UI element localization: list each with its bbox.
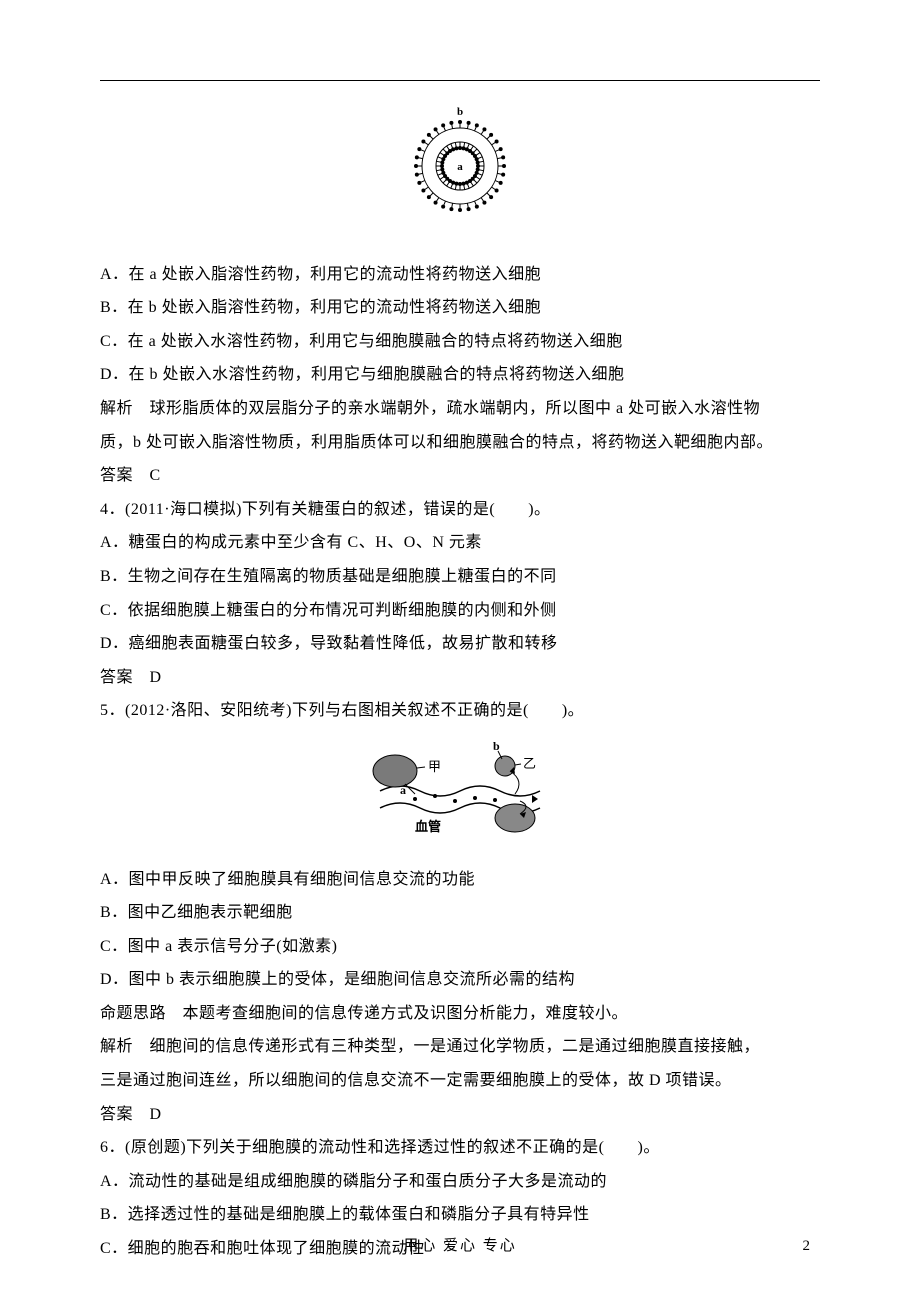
label-a: a: [457, 161, 463, 173]
q4-answer: 答案 D: [100, 661, 820, 695]
q5-explain-2: 三是通过胞间连丝，所以细胞间的信息交流不一定需要细胞膜上的受体，故 D 项错误。: [100, 1064, 820, 1098]
q6-option-b: B．选择透过性的基础是细胞膜上的载体蛋白和磷脂分子具有特异性: [100, 1198, 820, 1232]
liposome-svg: a b: [395, 101, 525, 231]
q4-option-a: A．糖蛋白的构成元素中至少含有 C、H、O、N 元素: [100, 526, 820, 560]
label-jia: 甲: [428, 759, 441, 774]
q5-explain-1: 解析 细胞间的信息传递形式有三种类型，一是通过化学物质，二是通过细胞膜直接接触，: [100, 1030, 820, 1064]
q5-option-a: A．图中甲反映了细胞膜具有细胞间信息交流的功能: [100, 863, 820, 897]
signal-svg: 甲 乙 a b 血管: [360, 736, 560, 836]
content-area: a b A．在 a 处嵌入脂溶性药物，利用它的流动性将药物送入细胞 B．在 b …: [100, 101, 820, 1266]
q3-option-b: B．在 b 处嵌入脂溶性药物，利用它的流动性将药物送入细胞: [100, 291, 820, 325]
q6-stem: 6．(原创题)下列关于细胞膜的流动性和选择透过性的叙述不正确的是( )。: [100, 1131, 820, 1165]
figure-liposome: a b: [100, 101, 820, 244]
top-rule: [100, 80, 820, 81]
q6-option-a: A．流动性的基础是组成细胞膜的磷脂分子和蛋白质分子大多是流动的: [100, 1165, 820, 1199]
footer-text: 用心 爱心 专心: [0, 1231, 920, 1263]
q4-option-b: B．生物之间存在生殖隔离的物质基础是细胞膜上糖蛋白的不同: [100, 560, 820, 594]
q3-option-d: D．在 b 处嵌入水溶性药物，利用它与细胞膜融合的特点将药物送入细胞: [100, 358, 820, 392]
q3-explain-1: 解析 球形脂质体的双层脂分子的亲水端朝外，疏水端朝内，所以图中 a 处可嵌入水溶…: [100, 392, 820, 426]
q5-thought: 命题思路 本题考查细胞间的信息传递方式及识图分析能力，难度较小。: [100, 997, 820, 1031]
q4-stem: 4．(2011·海口模拟)下列有关糖蛋白的叙述，错误的是( )。: [100, 493, 820, 527]
q5-answer: 答案 D: [100, 1098, 820, 1132]
q3-explain-2: 质，b 处可嵌入脂溶性物质，利用脂质体可以和细胞膜融合的特点，将药物送入靶细胞内…: [100, 426, 820, 460]
q3-answer: 答案 C: [100, 459, 820, 493]
label-yi: 乙: [523, 756, 536, 771]
q4-option-d: D．癌细胞表面糖蛋白较多，导致黏着性降低，故易扩散和转移: [100, 627, 820, 661]
figure-signal: 甲 乙 a b 血管: [100, 736, 820, 849]
page-number: 2: [803, 1231, 811, 1263]
q5-option-c: C．图中 a 表示信号分子(如激素): [100, 930, 820, 964]
label-b2: b: [493, 739, 500, 753]
label-vessel: 血管: [415, 819, 441, 834]
label-b: b: [457, 106, 463, 118]
q5-option-d: D．图中 b 表示细胞膜上的受体，是细胞间信息交流所必需的结构: [100, 963, 820, 997]
q5-stem: 5．(2012·洛阳、安阳统考)下列与右图相关叙述不正确的是( )。: [100, 694, 820, 728]
q4-option-c: C．依据细胞膜上糖蛋白的分布情况可判断细胞膜的内侧和外侧: [100, 594, 820, 628]
q3-option-a: A．在 a 处嵌入脂溶性药物，利用它的流动性将药物送入细胞: [100, 258, 820, 292]
q5-option-b: B．图中乙细胞表示靶细胞: [100, 896, 820, 930]
label-a2: a: [400, 783, 406, 797]
q3-option-c: C．在 a 处嵌入水溶性药物，利用它与细胞膜融合的特点将药物送入细胞: [100, 325, 820, 359]
